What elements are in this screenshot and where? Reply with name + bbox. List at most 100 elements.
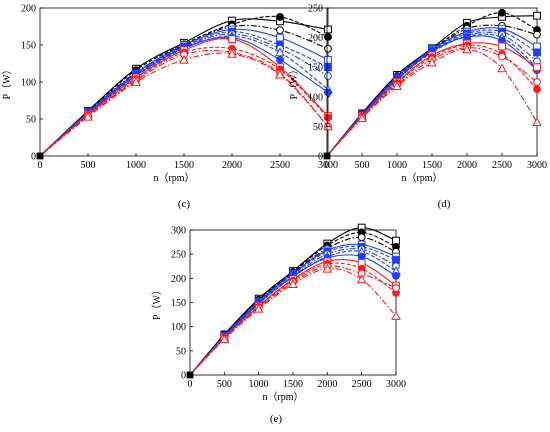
data-point [324, 113, 332, 122]
data-point [179, 54, 189, 64]
data-point [219, 334, 230, 344]
plot-frame [189, 229, 397, 376]
x-tick-label: 1500 [422, 160, 442, 171]
data-point [533, 30, 541, 39]
x-tick-label: 500 [355, 160, 370, 171]
data-point [392, 256, 400, 264]
data-point [276, 55, 284, 64]
data-point [324, 25, 332, 34]
x-axis-title: n（rpm） [401, 172, 442, 184]
x-axis-title: n（rpm） [153, 172, 194, 184]
y-tick-label: 0 [318, 152, 323, 163]
origin-point [36, 152, 44, 160]
y-tick-label: 200 [308, 33, 323, 44]
x-tick-label: 500 [81, 160, 96, 171]
panel-label: (d) [438, 198, 451, 210]
data-point [131, 76, 141, 86]
data-point [392, 284, 400, 292]
data-point [392, 236, 400, 245]
y-tick-label: 200 [171, 274, 186, 285]
y-tick-label: 300 [171, 226, 186, 237]
series-line [39, 49, 329, 157]
data-point [392, 272, 400, 280]
y-tick-label: 150 [308, 63, 323, 74]
data-point [533, 11, 541, 20]
data-point [275, 47, 285, 57]
x-tick-label: 0 [325, 160, 330, 171]
data-point [227, 48, 237, 58]
y-tick-label: 50 [313, 122, 323, 133]
data-point [276, 12, 284, 21]
data-point [253, 303, 264, 313]
data-point [498, 8, 506, 17]
data-point [498, 52, 506, 61]
y-axis-title: P（W） [151, 285, 163, 320]
y-tick-label: 150 [21, 41, 36, 52]
x-tick-label: 3000 [386, 379, 406, 390]
y-tick-label: 0 [31, 152, 36, 163]
x-tick-label: 500 [217, 379, 232, 390]
x-tick-label: 2000 [457, 160, 477, 171]
y-tick-label: 250 [171, 250, 186, 261]
y-axis-title: P（W） [288, 65, 300, 100]
data-point [83, 111, 93, 121]
data-point [324, 72, 332, 80]
x-tick-label: 2500 [352, 379, 372, 390]
data-point [324, 44, 332, 53]
x-tick-label: 3000 [318, 160, 338, 171]
data-point [533, 78, 541, 86]
plot-frame [39, 7, 329, 157]
data-point [391, 310, 401, 320]
panel-e: 0 500 1000 1500 2000 2500 3000 0 50 100 150 200 250 3… [151, 223, 406, 425]
y-tick-label: 0 [181, 371, 186, 382]
data-point [427, 57, 437, 67]
x-tick-label: 3000 [527, 160, 547, 171]
y-tick-label: 100 [171, 322, 186, 333]
data-point [532, 117, 542, 127]
x-tick-label: 2500 [492, 160, 512, 171]
data-point [533, 48, 541, 57]
y-tick-label: 100 [308, 92, 323, 103]
data-point [357, 233, 366, 242]
data-point [533, 63, 541, 72]
x-tick-label: 2500 [270, 160, 290, 171]
y-axis-title: P（W） [1, 65, 13, 100]
x-tick-label: 0 [38, 160, 43, 171]
data-point [322, 263, 333, 273]
data-point [392, 81, 402, 91]
series-line [39, 15, 329, 157]
x-tick-label: 1500 [174, 160, 194, 171]
data-point [324, 88, 332, 97]
y-tick-label: 250 [308, 4, 323, 15]
data-point [356, 274, 367, 284]
data-point [497, 63, 507, 73]
x-tick-label: 2000 [317, 379, 337, 390]
data-point [275, 69, 285, 79]
y-tick-label: 100 [21, 78, 36, 89]
data-point [324, 32, 332, 41]
series-line [39, 52, 329, 157]
x-tick-label: 0 [188, 379, 193, 390]
data-point [357, 113, 367, 123]
y-tick-label: 50 [26, 115, 36, 126]
data-point [324, 55, 332, 64]
x-tick-label: 1000 [249, 379, 269, 390]
data-point [288, 279, 298, 289]
x-tick-label: 1000 [126, 160, 146, 171]
x-tick-label: 2000 [222, 160, 242, 171]
origin-point [186, 371, 194, 379]
x-tick-label: 1000 [387, 160, 407, 171]
y-tick-label: 200 [21, 4, 36, 15]
y-tick-label: 50 [176, 346, 186, 357]
y-tick-label: 150 [171, 298, 186, 309]
data-point [463, 33, 471, 41]
data-point [533, 85, 541, 94]
data-point [276, 26, 284, 35]
panel-c: 0 500 1000 1500 2000 2500 3000050100150200n（rp… [1, 4, 338, 211]
data-point [357, 252, 366, 261]
data-point [498, 42, 506, 51]
data-point [462, 44, 472, 54]
x-axis-title: n（rpm） [262, 391, 303, 403]
panel-label: (c) [178, 198, 191, 210]
